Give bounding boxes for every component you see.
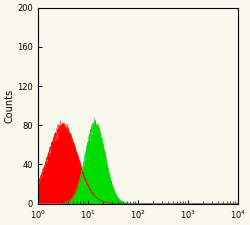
Y-axis label: Counts: Counts <box>4 89 14 123</box>
